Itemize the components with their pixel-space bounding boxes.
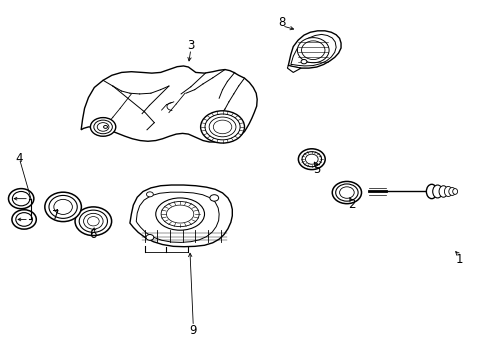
Ellipse shape [209,117,236,137]
Ellipse shape [426,184,436,199]
Polygon shape [287,65,301,72]
Ellipse shape [146,234,154,240]
Ellipse shape [302,152,321,167]
Ellipse shape [432,185,442,198]
Ellipse shape [335,184,357,201]
Ellipse shape [146,192,153,197]
Ellipse shape [8,189,34,209]
Ellipse shape [209,195,218,201]
Ellipse shape [301,41,325,59]
Text: 6: 6 [89,228,97,241]
Ellipse shape [298,149,325,170]
Ellipse shape [204,114,240,140]
Ellipse shape [331,181,361,204]
Ellipse shape [75,207,111,235]
Ellipse shape [438,186,447,197]
Ellipse shape [161,202,199,226]
Ellipse shape [448,188,455,195]
Ellipse shape [200,111,244,143]
Ellipse shape [166,205,193,223]
Ellipse shape [213,120,231,134]
Ellipse shape [103,126,107,129]
Text: 7: 7 [51,210,59,222]
Polygon shape [290,35,335,66]
Ellipse shape [90,118,116,136]
Text: 5: 5 [312,163,320,176]
Ellipse shape [87,217,99,226]
Ellipse shape [79,210,107,232]
Ellipse shape [301,59,306,64]
Ellipse shape [339,187,353,198]
Polygon shape [81,66,257,142]
Polygon shape [136,192,219,242]
Ellipse shape [156,198,204,230]
Ellipse shape [97,123,109,131]
Ellipse shape [49,195,77,219]
Text: 8: 8 [278,16,285,29]
Ellipse shape [297,38,328,63]
Ellipse shape [12,210,36,229]
Ellipse shape [83,213,103,229]
Text: 9: 9 [189,324,197,337]
Ellipse shape [54,199,72,215]
Ellipse shape [444,186,451,197]
Polygon shape [288,31,340,68]
Ellipse shape [305,154,318,164]
Ellipse shape [12,192,30,206]
Text: 2: 2 [347,198,355,211]
Ellipse shape [45,192,81,222]
Ellipse shape [94,120,112,134]
Ellipse shape [16,213,32,226]
Text: 4: 4 [16,152,23,165]
Polygon shape [130,185,232,247]
Ellipse shape [452,189,457,194]
Text: 1: 1 [454,253,462,266]
Text: 3: 3 [187,39,194,52]
